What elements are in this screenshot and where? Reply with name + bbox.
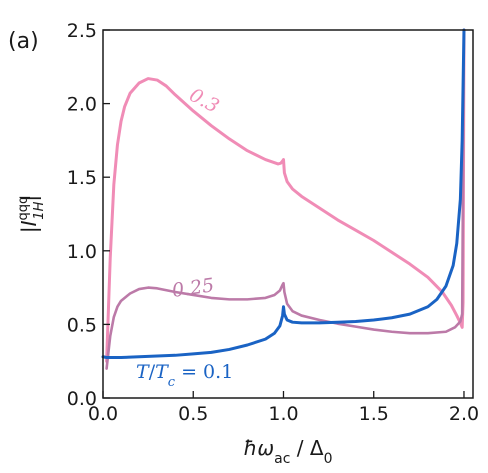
x-tick-label: 1.0: [268, 403, 298, 425]
series-line-0.3: [105, 28, 466, 363]
label-T: T: [136, 361, 150, 383]
y-axis-label-I: I: [17, 220, 41, 226]
y-tick-label: 1.0: [67, 241, 97, 263]
panel-label: (a): [8, 29, 39, 54]
y-tick-label: 2.5: [67, 20, 97, 42]
y-tick-label: 0.5: [67, 314, 97, 336]
y-tick-label: 0.0: [67, 388, 97, 410]
label-slash: /: [149, 361, 156, 383]
x-axis-label-sub-ac: ac: [274, 451, 290, 467]
y-tick-label: 1.5: [67, 167, 97, 189]
y-axis-label-sub: 1H: [32, 201, 47, 219]
x-axis-label-hbar: ħω: [244, 436, 275, 460]
label-eq: = 0.1: [175, 361, 233, 383]
tick-layer: 0.0 0.5 1.0 1.5 2.0 0.0 0.5 1.0 1.5 2.0 2.5: [67, 20, 479, 425]
x-tick-label: 0.5: [178, 403, 208, 425]
series-label-0.3: 0.3: [186, 84, 223, 118]
x-axis-label-sub-0: 0: [324, 451, 333, 467]
x-axis-label: ħωac / Δ0: [244, 436, 333, 467]
series-label-0.1: T/Tc = 0.1: [136, 361, 233, 390]
series-line-t-t-c-0.1: [101, 28, 466, 360]
series-line-0.25: [105, 28, 466, 370]
y-tick-label: 2.0: [67, 94, 97, 116]
label-Tc: T: [155, 361, 169, 383]
series-layer: [101, 28, 466, 370]
y-axis-label-bar-left: |: [17, 226, 41, 233]
x-tick-label: 2.0: [449, 403, 479, 425]
plot-frame: [102, 29, 474, 399]
x-axis-label-mid: / Δ: [290, 436, 323, 460]
x-tick-label: 1.5: [359, 403, 389, 425]
y-axis-label-sup: qqq: [16, 196, 31, 221]
y-axis-label-bar-right: |: [17, 195, 41, 202]
x-tick-label: 0.0: [88, 403, 118, 425]
y-axis-label: |Iqqq1H|: [16, 195, 47, 233]
label-Tc-sub: c: [168, 375, 176, 390]
